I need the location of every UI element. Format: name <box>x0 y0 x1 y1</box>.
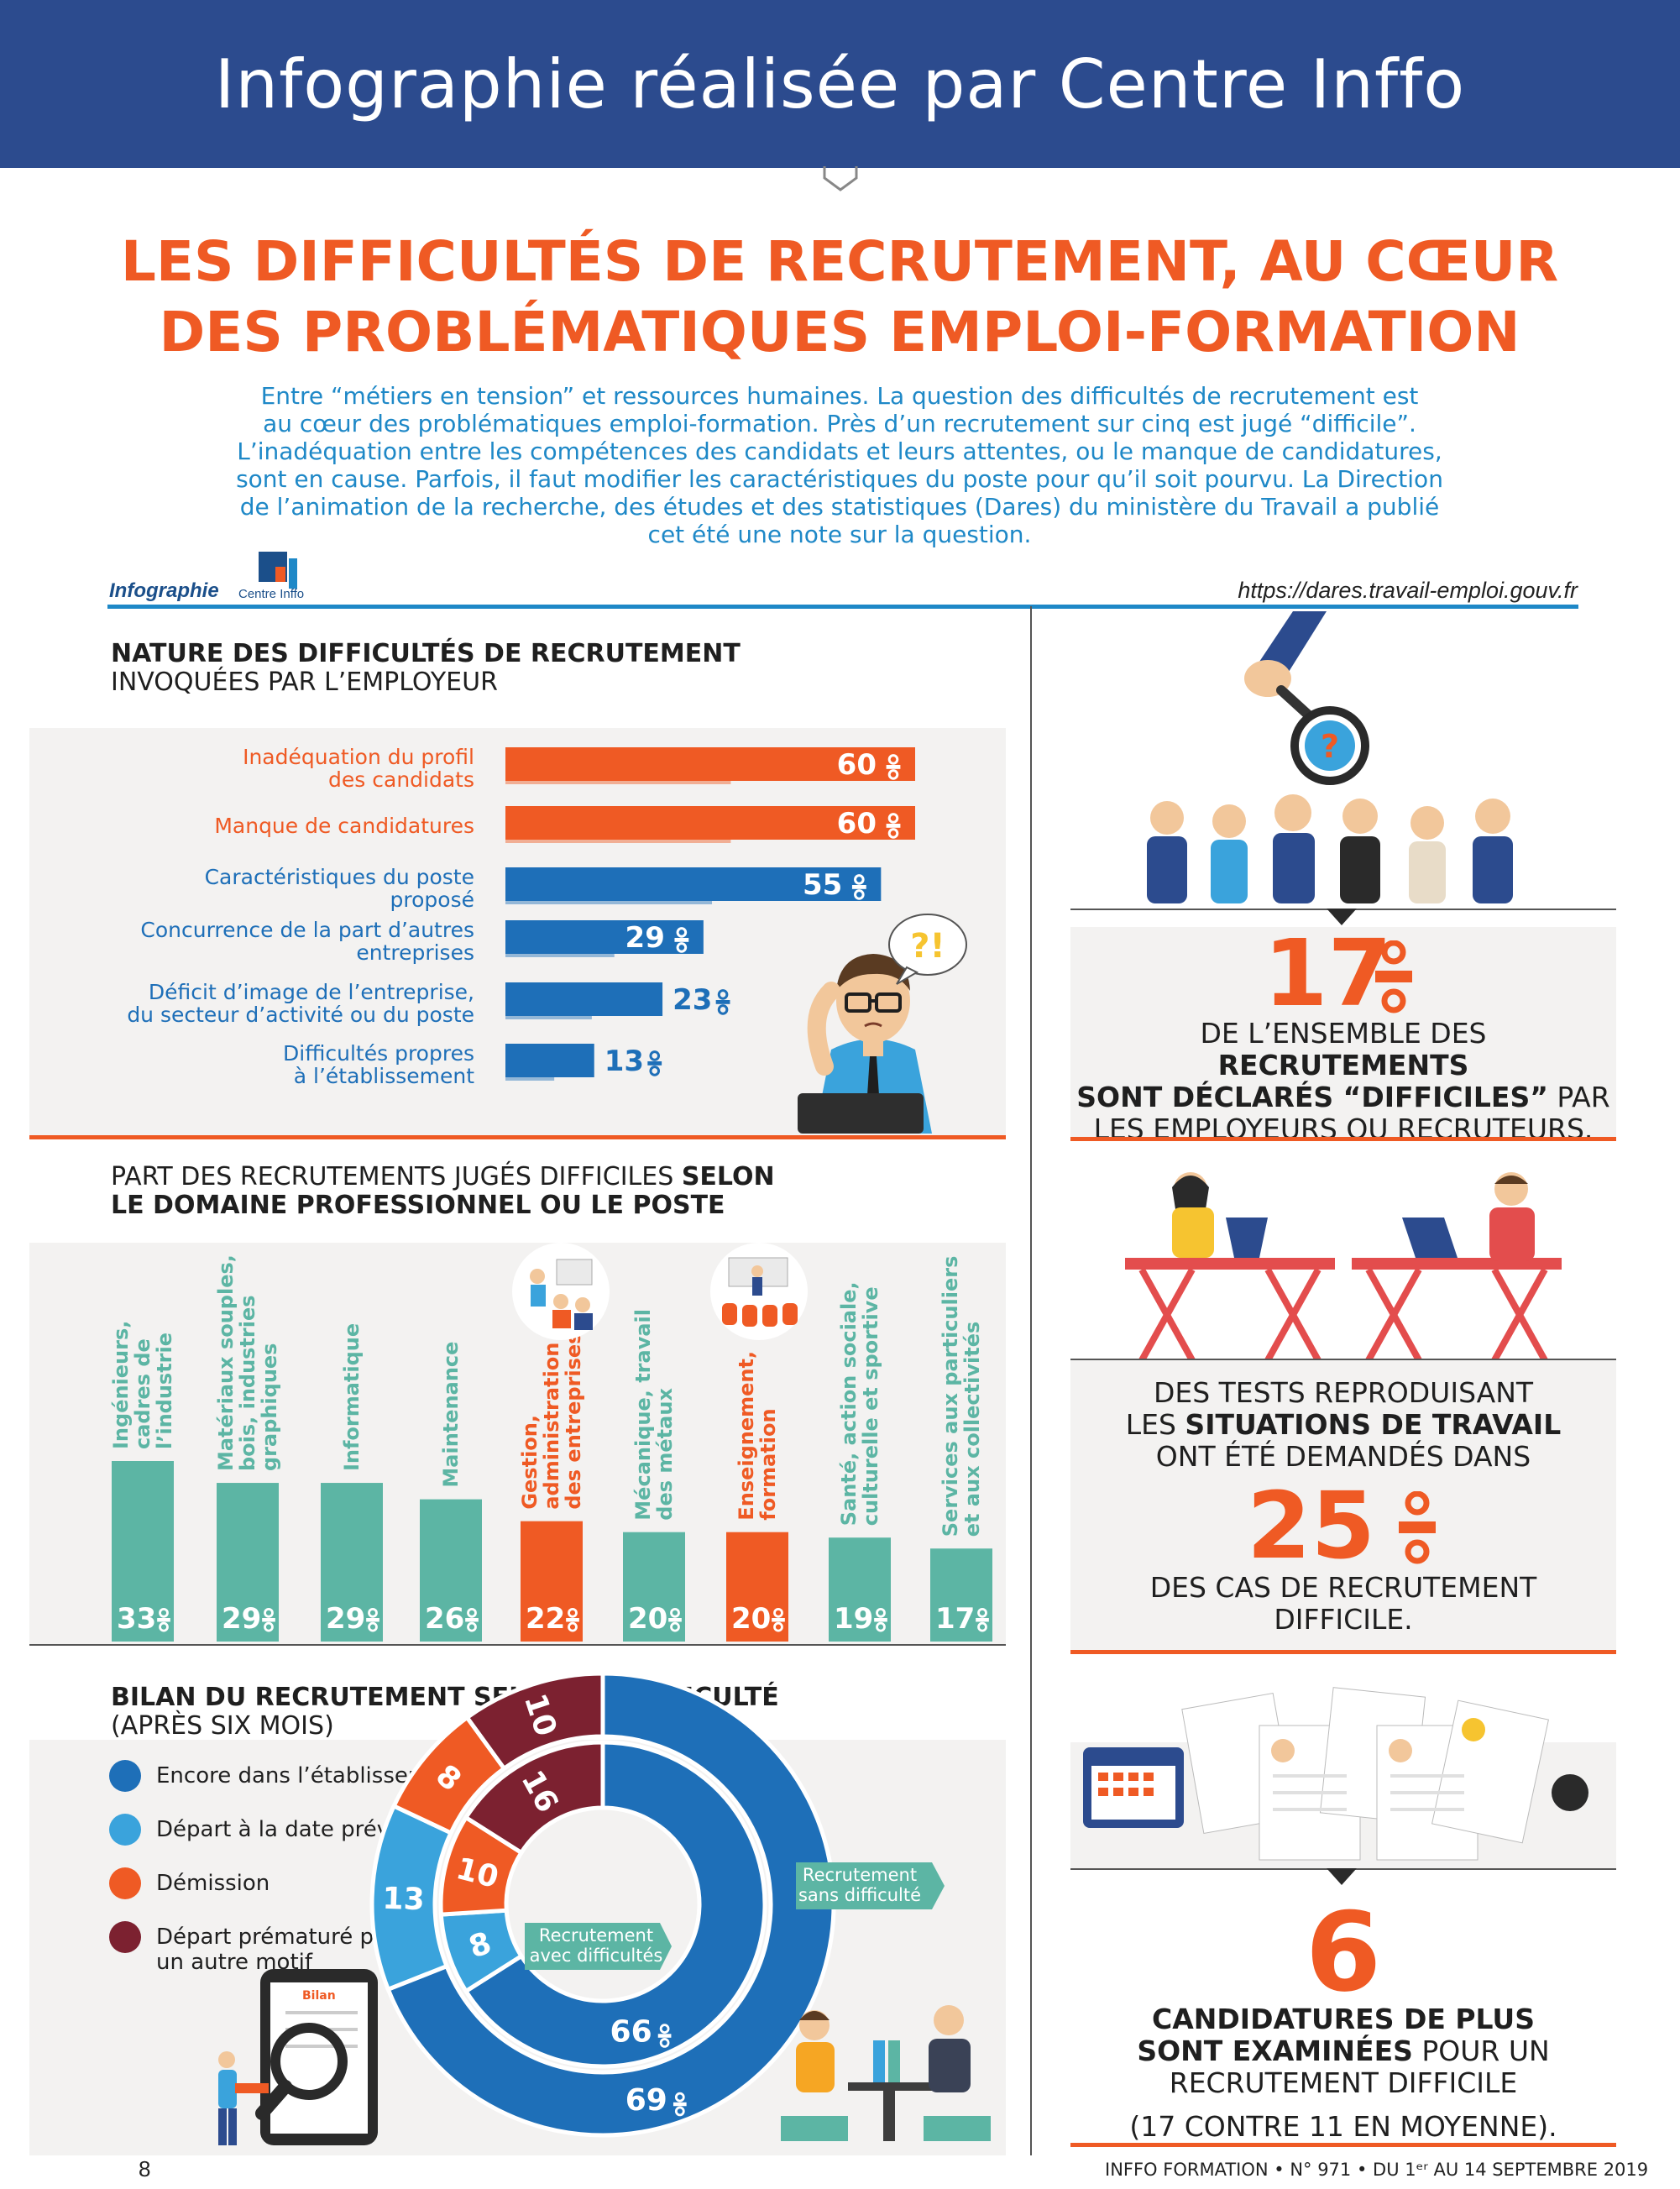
legend-dot-icon <box>109 1814 141 1846</box>
stat2-top-rule <box>1070 1359 1616 1360</box>
stat2-figure: 25 <box>1070 1479 1616 1572</box>
infographie-label: Infographie <box>109 579 219 602</box>
stat1-figure: 17 <box>1070 927 1616 1019</box>
legend-dot-icon <box>109 1867 141 1899</box>
legend-item: Démission <box>109 1867 479 1899</box>
stat3-value: 6 <box>1305 1888 1382 2016</box>
top-banner <box>0 0 1680 168</box>
percent-icon <box>1399 1491 1436 1564</box>
stat2-text-post: DES CAS DE RECRUTEMENT DIFFICILE. <box>1149 1571 1537 1636</box>
publication-info: INFFO FORMATION • N° 971 • DU 1ᵉʳ AU 14 … <box>1105 2160 1649 2180</box>
section3-heading: BILAN DU RECRUTEMENT SELON LA DIFFICULTÉ… <box>111 1683 779 1741</box>
legend-dot-icon <box>109 1760 141 1792</box>
stat3-rule <box>1070 2143 1616 2147</box>
stat2-text-pre: DES TESTS REPRODUISANT LES SITUATIONS DE… <box>1125 1376 1562 1473</box>
section1-heading: NATURE DES DIFFICULTÉS DE RECRUTEMENT IN… <box>111 639 741 697</box>
worried-man-illustration: ?! <box>798 914 967 1134</box>
two-people-meeting-illustration <box>781 2005 991 2141</box>
legend-dot-icon <box>109 1921 141 1953</box>
cv-documents-illustration <box>1083 1687 1588 1861</box>
page-title: LES DIFFICULTÉS DE RECRUTEMENT, AU CŒUR … <box>120 229 1559 364</box>
tests-desks-illustration <box>1125 1172 1562 1360</box>
banner-notch-icon <box>823 166 858 191</box>
tablet-bilan-illustration: Bilan <box>218 1969 378 2145</box>
centre-inffo-logo: Centre Inffo <box>238 550 319 602</box>
section1-rule <box>29 1135 1006 1139</box>
stat3-text: CANDIDATURES DE PLUS SONT EXAMINÉES POUR… <box>1129 2003 1557 2143</box>
stat2-panel <box>1070 1360 1616 1650</box>
classroom-illustration <box>710 1243 808 1340</box>
legend-item: Encore dans l’établissement <box>109 1760 479 1792</box>
banner-text: Infographie réalisée par Centre Inffo <box>214 45 1466 123</box>
stat1-rule <box>1070 1137 1616 1141</box>
source-url[interactable]: https://dares.travail-emploi.gouv.fr <box>1238 578 1578 603</box>
page-number: 8 <box>139 2156 151 2181</box>
recruiter-group-illustration: ? <box>1147 611 1513 903</box>
header-rule <box>107 605 1578 609</box>
donut-legend: Encore dans l’établissement Départ à la … <box>109 1760 479 1975</box>
legend-item: Départ prématuré pour un autre motif <box>109 1921 479 1975</box>
stat3-notch-icon <box>1327 1868 1357 1885</box>
stat1-text: DE L’ENSEMBLE DES RECRUTEMENTS SONT DÉCL… <box>1076 1017 1610 1145</box>
svg-text:?: ? <box>1321 728 1339 765</box>
stat2-rule <box>1070 1650 1616 1654</box>
stat1-notch-icon <box>1327 909 1357 925</box>
meeting-illustration <box>512 1243 610 1340</box>
section2-rule <box>29 1644 1006 1646</box>
svg-text:Bilan: Bilan <box>302 1989 336 2003</box>
percent-icon <box>1375 940 1412 1013</box>
section2-heading: PART DES RECRUTEMENTS JUGÉS DIFFICILES S… <box>111 1162 775 1220</box>
stat1-panel <box>1070 927 1616 1137</box>
svg-text:?!: ?! <box>910 927 945 966</box>
column-divider <box>1030 606 1032 2155</box>
legend-item: Départ à la date prévue <box>109 1814 479 1846</box>
intro-paragraph: Entre “métiers en tension” et ressources… <box>236 382 1443 548</box>
